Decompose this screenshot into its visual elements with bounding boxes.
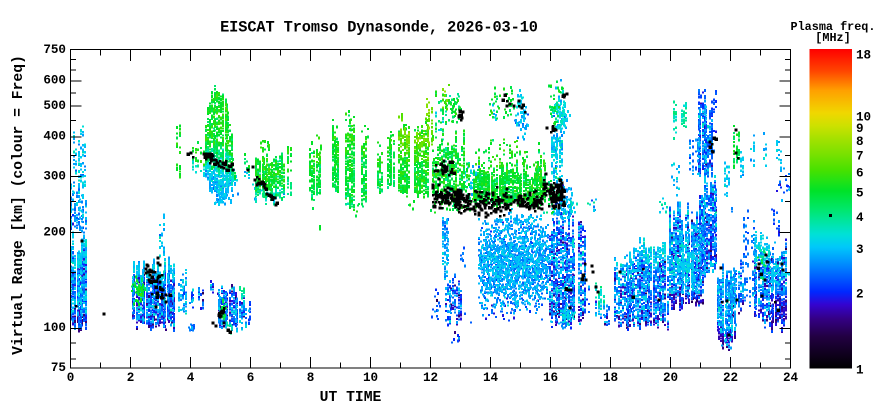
svg-text:400: 400 bbox=[43, 130, 66, 144]
svg-text:6: 6 bbox=[247, 371, 255, 385]
svg-text:EISCAT Tromso Dynasonde, 2026-: EISCAT Tromso Dynasonde, 2026-03-10 bbox=[220, 19, 538, 37]
svg-text:4: 4 bbox=[187, 371, 195, 385]
svg-text:Virtual Range [km] (colour = F: Virtual Range [km] (colour = Freq) bbox=[11, 55, 27, 355]
svg-text:Plasma freq.: Plasma freq. bbox=[791, 20, 876, 34]
svg-text:UT TIME: UT TIME bbox=[320, 390, 382, 406]
svg-text:6: 6 bbox=[856, 167, 864, 181]
svg-text:24: 24 bbox=[783, 371, 799, 385]
svg-text:10: 10 bbox=[363, 371, 378, 385]
svg-text:5: 5 bbox=[856, 187, 864, 201]
svg-text:600: 600 bbox=[43, 74, 66, 88]
svg-text:22: 22 bbox=[723, 371, 738, 385]
svg-text:500: 500 bbox=[43, 99, 66, 113]
svg-text:1: 1 bbox=[856, 364, 864, 378]
svg-text:75: 75 bbox=[51, 361, 66, 375]
svg-text:8: 8 bbox=[307, 371, 315, 385]
svg-text:8: 8 bbox=[856, 135, 864, 149]
svg-text:0: 0 bbox=[67, 371, 75, 385]
svg-text:14: 14 bbox=[483, 371, 499, 385]
svg-text:100: 100 bbox=[43, 321, 66, 335]
svg-text:3: 3 bbox=[856, 243, 864, 257]
svg-text:7: 7 bbox=[856, 150, 864, 164]
svg-text:2: 2 bbox=[127, 371, 135, 385]
svg-text:300: 300 bbox=[43, 169, 66, 183]
svg-text:2: 2 bbox=[856, 287, 864, 301]
svg-text:18: 18 bbox=[856, 49, 871, 63]
svg-text:[MHz]: [MHz] bbox=[815, 31, 850, 45]
svg-text:18: 18 bbox=[603, 371, 618, 385]
svg-text:750: 750 bbox=[43, 43, 66, 57]
svg-text:20: 20 bbox=[663, 371, 678, 385]
svg-text:9: 9 bbox=[856, 122, 864, 136]
svg-text:4: 4 bbox=[856, 211, 864, 225]
svg-text:10: 10 bbox=[856, 110, 871, 124]
svg-text:200: 200 bbox=[43, 225, 66, 239]
svg-text:16: 16 bbox=[543, 371, 558, 385]
svg-text:12: 12 bbox=[423, 371, 438, 385]
